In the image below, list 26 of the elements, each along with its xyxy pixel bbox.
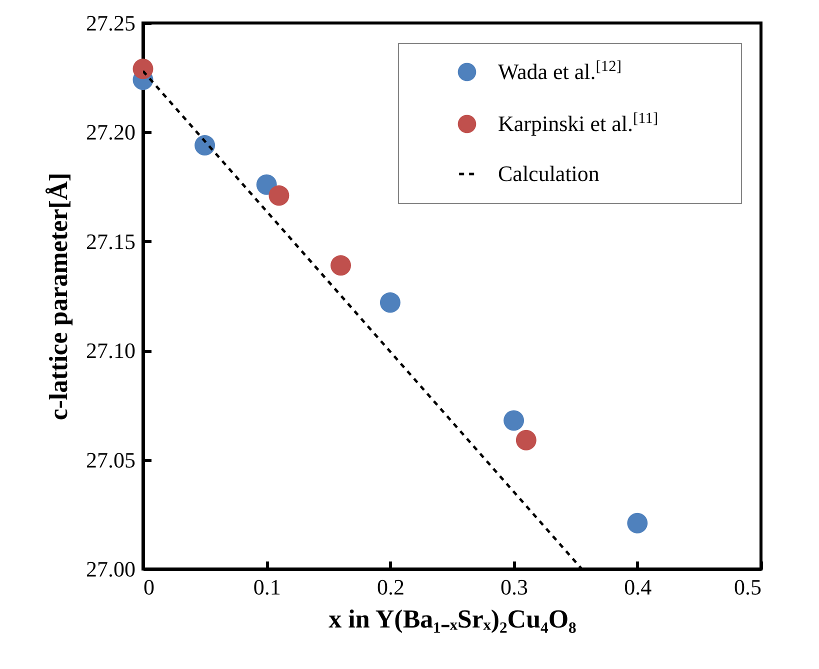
y-tick-label: 27.05 [86, 447, 136, 472]
x-axis-title: x in Y(Ba₁₋ₓSrₓ)₂Cu₄O₈ [328, 604, 577, 634]
point [194, 135, 216, 156]
x-tick-label: 0.3 [500, 574, 528, 600]
point [256, 174, 277, 195]
legend-label: Calculation [498, 161, 600, 186]
point [132, 58, 154, 80]
point [268, 185, 290, 206]
legend-label: Karpinski et al.$^{[11]}$ [498, 110, 658, 136]
x-tick-label: 0.4 [624, 574, 652, 600]
y-tick-label: 27.20 [86, 120, 136, 145]
point [627, 512, 648, 534]
y-tick-label: 27.10 [86, 338, 136, 364]
point [380, 292, 400, 313]
point [516, 430, 536, 450]
y-axis-title: c-lattice parameter[Å] [44, 172, 73, 420]
x-tick-label: 0.2 [376, 574, 404, 600]
legend-label: Wada et al.$^{[12]}$ [498, 58, 622, 84]
y-tick-label: 27.15 [86, 228, 136, 254]
y-tick-label: 27.00 [86, 556, 136, 582]
point [504, 410, 524, 431]
point [330, 255, 352, 276]
x-tick-label: 0 [144, 574, 154, 600]
x-tick-label: 0.1 [253, 574, 281, 600]
y-tick-label: 27.25 [86, 10, 136, 36]
x-tick-label: 0.5 [734, 574, 762, 600]
